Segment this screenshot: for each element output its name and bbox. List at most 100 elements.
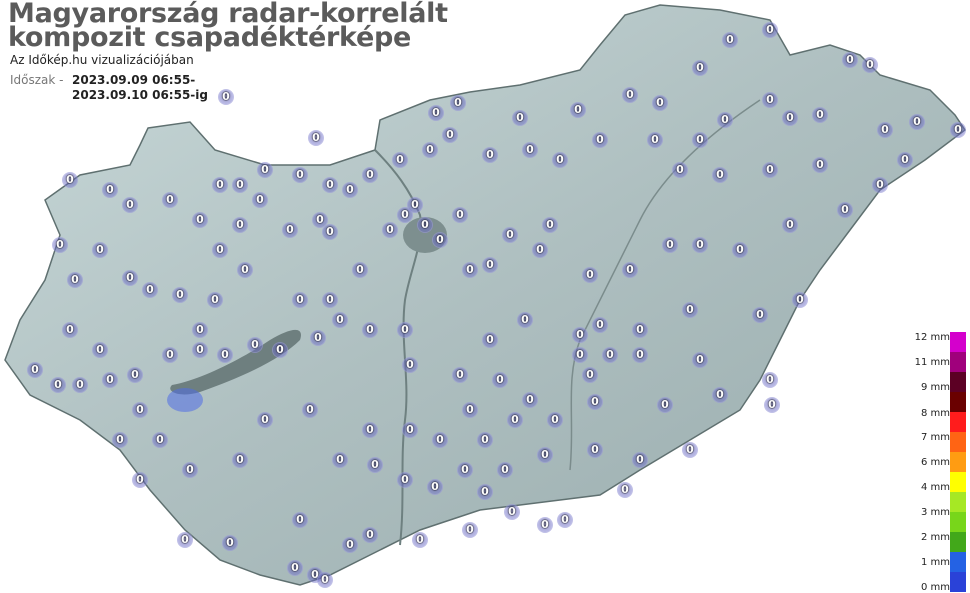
station-marker[interactable]: 0 [343, 183, 357, 197]
station-marker[interactable]: 0 [303, 403, 317, 417]
station-marker[interactable]: 0 [483, 258, 497, 272]
station-marker[interactable]: 0 [53, 238, 67, 252]
station-marker[interactable]: 0 [523, 393, 537, 407]
station-marker[interactable]: 0 [173, 288, 187, 302]
station-marker[interactable]: 0 [763, 23, 777, 37]
station-marker[interactable]: 0 [293, 293, 307, 307]
station-marker[interactable]: 0 [398, 208, 412, 222]
station-marker[interactable]: 0 [213, 243, 227, 257]
station-marker[interactable]: 0 [951, 123, 965, 137]
station-marker[interactable]: 0 [333, 453, 347, 467]
station-marker[interactable]: 0 [753, 308, 767, 322]
station-marker[interactable]: 0 [408, 198, 422, 212]
station-marker[interactable]: 0 [463, 403, 477, 417]
station-marker[interactable]: 0 [51, 378, 65, 392]
station-marker[interactable]: 0 [838, 203, 852, 217]
station-marker[interactable]: 0 [73, 378, 87, 392]
station-marker[interactable]: 0 [429, 106, 443, 120]
station-marker[interactable]: 0 [813, 158, 827, 172]
station-marker[interactable]: 0 [283, 223, 297, 237]
station-marker[interactable]: 0 [588, 395, 602, 409]
station-marker[interactable]: 0 [723, 33, 737, 47]
station-marker[interactable]: 0 [318, 573, 332, 587]
station-marker[interactable]: 0 [193, 213, 207, 227]
station-marker[interactable]: 0 [368, 458, 382, 472]
station-marker[interactable]: 0 [258, 163, 272, 177]
station-marker[interactable]: 0 [93, 243, 107, 257]
station-marker[interactable]: 0 [258, 413, 272, 427]
station-marker[interactable]: 0 [363, 423, 377, 437]
station-marker[interactable]: 0 [458, 463, 472, 477]
station-marker[interactable]: 0 [433, 233, 447, 247]
station-marker[interactable]: 0 [433, 433, 447, 447]
station-marker[interactable]: 0 [783, 218, 797, 232]
station-marker[interactable]: 0 [193, 343, 207, 357]
station-marker[interactable]: 0 [873, 178, 887, 192]
station-marker[interactable]: 0 [763, 93, 777, 107]
station-marker[interactable]: 0 [663, 238, 677, 252]
station-marker[interactable]: 0 [313, 213, 327, 227]
station-marker[interactable]: 0 [763, 373, 777, 387]
station-marker[interactable]: 0 [403, 358, 417, 372]
station-marker[interactable]: 0 [718, 113, 732, 127]
station-marker[interactable]: 0 [363, 528, 377, 542]
station-marker[interactable]: 0 [813, 108, 827, 122]
station-marker[interactable]: 0 [233, 453, 247, 467]
station-marker[interactable]: 0 [398, 323, 412, 337]
station-marker[interactable]: 0 [588, 443, 602, 457]
station-marker[interactable]: 0 [133, 403, 147, 417]
station-marker[interactable]: 0 [505, 505, 519, 519]
station-marker[interactable]: 0 [68, 273, 82, 287]
station-marker[interactable]: 0 [623, 88, 637, 102]
station-marker[interactable]: 0 [113, 433, 127, 447]
station-marker[interactable]: 0 [123, 271, 137, 285]
station-marker[interactable]: 0 [311, 331, 325, 345]
station-marker[interactable]: 0 [309, 131, 323, 145]
station-marker[interactable]: 0 [423, 143, 437, 157]
station-marker[interactable]: 0 [543, 218, 557, 232]
station-marker[interactable]: 0 [713, 388, 727, 402]
station-marker[interactable]: 0 [178, 533, 192, 547]
station-marker[interactable]: 0 [673, 163, 687, 177]
station-marker[interactable]: 0 [453, 208, 467, 222]
station-marker[interactable]: 0 [793, 293, 807, 307]
station-marker[interactable]: 0 [713, 168, 727, 182]
station-marker[interactable]: 0 [693, 353, 707, 367]
station-marker[interactable]: 0 [783, 111, 797, 125]
station-marker[interactable]: 0 [653, 96, 667, 110]
station-marker[interactable]: 0 [553, 153, 567, 167]
station-marker[interactable]: 0 [163, 193, 177, 207]
station-marker[interactable]: 0 [593, 318, 607, 332]
station-marker[interactable]: 0 [603, 348, 617, 362]
station-marker[interactable]: 0 [478, 433, 492, 447]
station-marker[interactable]: 0 [233, 218, 247, 232]
station-marker[interactable]: 0 [238, 263, 252, 277]
station-marker[interactable]: 0 [413, 533, 427, 547]
station-marker[interactable]: 0 [193, 323, 207, 337]
station-marker[interactable]: 0 [363, 323, 377, 337]
station-marker[interactable]: 0 [573, 348, 587, 362]
station-marker[interactable]: 0 [683, 443, 697, 457]
station-marker[interactable]: 0 [633, 348, 647, 362]
station-marker[interactable]: 0 [683, 303, 697, 317]
station-marker[interactable]: 0 [513, 111, 527, 125]
station-marker[interactable]: 0 [493, 373, 507, 387]
station-marker[interactable]: 0 [163, 348, 177, 362]
station-marker[interactable]: 0 [693, 238, 707, 252]
station-marker[interactable]: 0 [648, 133, 662, 147]
station-marker[interactable]: 0 [219, 90, 233, 104]
station-marker[interactable]: 0 [218, 348, 232, 362]
station-marker[interactable]: 0 [533, 243, 547, 257]
station-marker[interactable]: 0 [463, 523, 477, 537]
station-marker[interactable]: 0 [93, 343, 107, 357]
station-marker[interactable]: 0 [583, 268, 597, 282]
station-marker[interactable]: 0 [128, 368, 142, 382]
station-marker[interactable]: 0 [453, 368, 467, 382]
station-marker[interactable]: 0 [548, 413, 562, 427]
station-marker[interactable]: 0 [910, 115, 924, 129]
station-marker[interactable]: 0 [418, 218, 432, 232]
station-marker[interactable]: 0 [428, 480, 442, 494]
station-marker[interactable]: 0 [573, 328, 587, 342]
station-marker[interactable]: 0 [765, 398, 779, 412]
station-marker[interactable]: 0 [133, 473, 147, 487]
